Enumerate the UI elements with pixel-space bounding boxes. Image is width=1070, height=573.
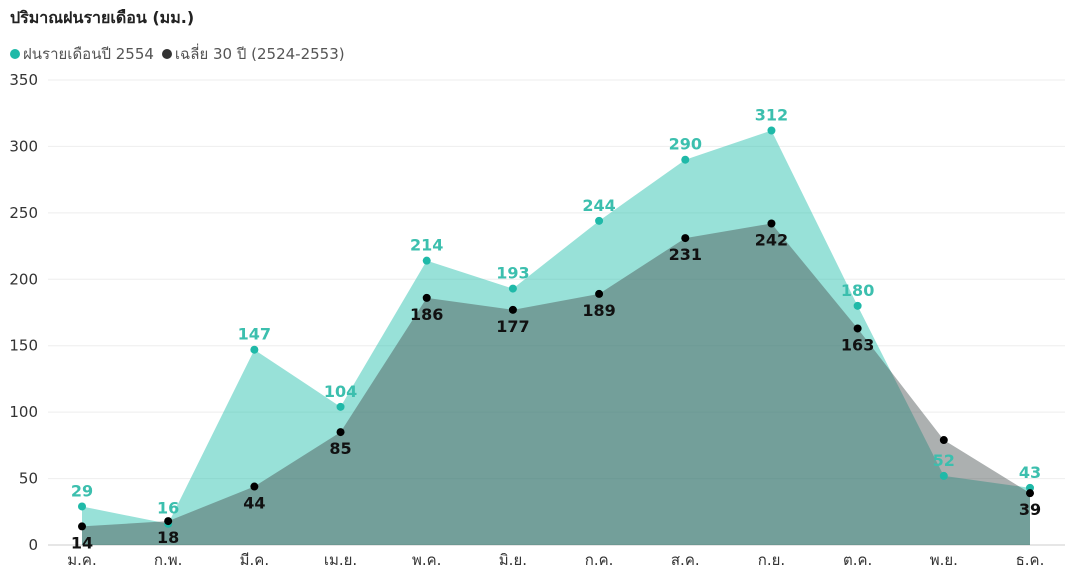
data-label: 180	[841, 281, 874, 300]
data-label: 44	[243, 494, 265, 513]
data-label: 43	[1019, 463, 1041, 482]
data-label: 214	[410, 236, 443, 255]
legend-item-average[interactable]: เฉลี่ย 30 ปี (2524-2553)	[161, 42, 345, 66]
data-label: 290	[669, 135, 702, 154]
data-label: 147	[238, 325, 271, 344]
data-label: 29	[71, 481, 93, 500]
y-tick-label: 50	[19, 470, 38, 488]
series-area	[82, 223, 1030, 545]
data-label: 52	[933, 451, 955, 470]
x-tick-label: ธ.ค.	[1016, 551, 1045, 569]
data-point	[681, 234, 690, 243]
legend-label: เฉลี่ย 30 ปี (2524-2553)	[174, 45, 345, 63]
legend-item-2554[interactable]: ฝนรายเดือนปี 2554	[10, 42, 154, 66]
data-label: 231	[669, 245, 702, 264]
data-label: 39	[1019, 500, 1041, 519]
data-point	[595, 289, 604, 298]
legend-dot-icon	[161, 49, 172, 59]
x-tick-label: มิ.ย.	[499, 551, 527, 569]
y-tick-label: 350	[9, 71, 38, 89]
data-label: 104	[324, 382, 357, 401]
legend: ฝนรายเดือนปี 2554 เฉลี่ย 30 ปี (2524-255…	[10, 42, 345, 66]
data-label: 16	[157, 499, 179, 518]
data-label: 163	[841, 335, 874, 354]
x-tick-label: ส.ค.	[671, 551, 700, 569]
data-point	[422, 256, 431, 265]
data-label: 177	[496, 317, 529, 336]
legend-dot-icon	[10, 49, 20, 59]
x-tick-label: ก.พ.	[154, 551, 183, 569]
data-point	[767, 219, 776, 228]
data-point	[422, 293, 431, 302]
data-label: 312	[755, 105, 788, 124]
data-point	[853, 324, 862, 333]
data-point	[78, 522, 86, 531]
data-label: 18	[157, 528, 179, 547]
data-point	[508, 284, 517, 293]
data-point	[939, 471, 948, 480]
data-point	[250, 345, 259, 354]
legend-label: ฝนรายเดือนปี 2554	[23, 45, 154, 63]
data-label: 186	[410, 305, 443, 324]
y-tick-label: 300	[9, 137, 38, 155]
data-point	[853, 301, 862, 310]
data-point	[595, 216, 604, 225]
y-tick-label: 100	[9, 403, 38, 421]
data-point	[336, 428, 345, 437]
series-area	[82, 130, 1030, 545]
data-point	[336, 402, 345, 411]
data-label: 244	[582, 196, 615, 215]
y-tick-label: 200	[9, 270, 38, 288]
x-tick-label: พ.ย.	[930, 551, 958, 569]
data-point	[681, 155, 690, 164]
data-label: 193	[496, 264, 529, 283]
x-tick-label: ก.ย.	[758, 551, 785, 569]
x-tick-label: มี.ค.	[240, 551, 269, 569]
data-point	[1026, 489, 1034, 498]
x-tick-label: ก.ค.	[585, 551, 614, 569]
y-tick-label: 0	[28, 536, 38, 554]
x-tick-label: ม.ค.	[67, 551, 96, 569]
data-label: 189	[582, 301, 615, 320]
data-point	[164, 517, 173, 526]
chart-title: ปริมาณฝนรายเดือน (มม.)	[10, 8, 195, 27]
data-point	[78, 502, 86, 511]
data-point	[939, 436, 948, 445]
data-point	[250, 482, 259, 491]
x-tick-label: เม.ย.	[324, 551, 357, 569]
y-tick-label: 250	[9, 204, 38, 222]
x-tick-label: ต.ค.	[843, 551, 872, 569]
data-label: 85	[329, 439, 351, 458]
data-label: 242	[755, 230, 788, 249]
data-point	[508, 305, 517, 314]
data-point	[767, 126, 776, 135]
x-tick-label: พ.ค.	[412, 551, 441, 569]
y-tick-label: 150	[9, 337, 38, 355]
data-label: 14	[71, 533, 93, 552]
